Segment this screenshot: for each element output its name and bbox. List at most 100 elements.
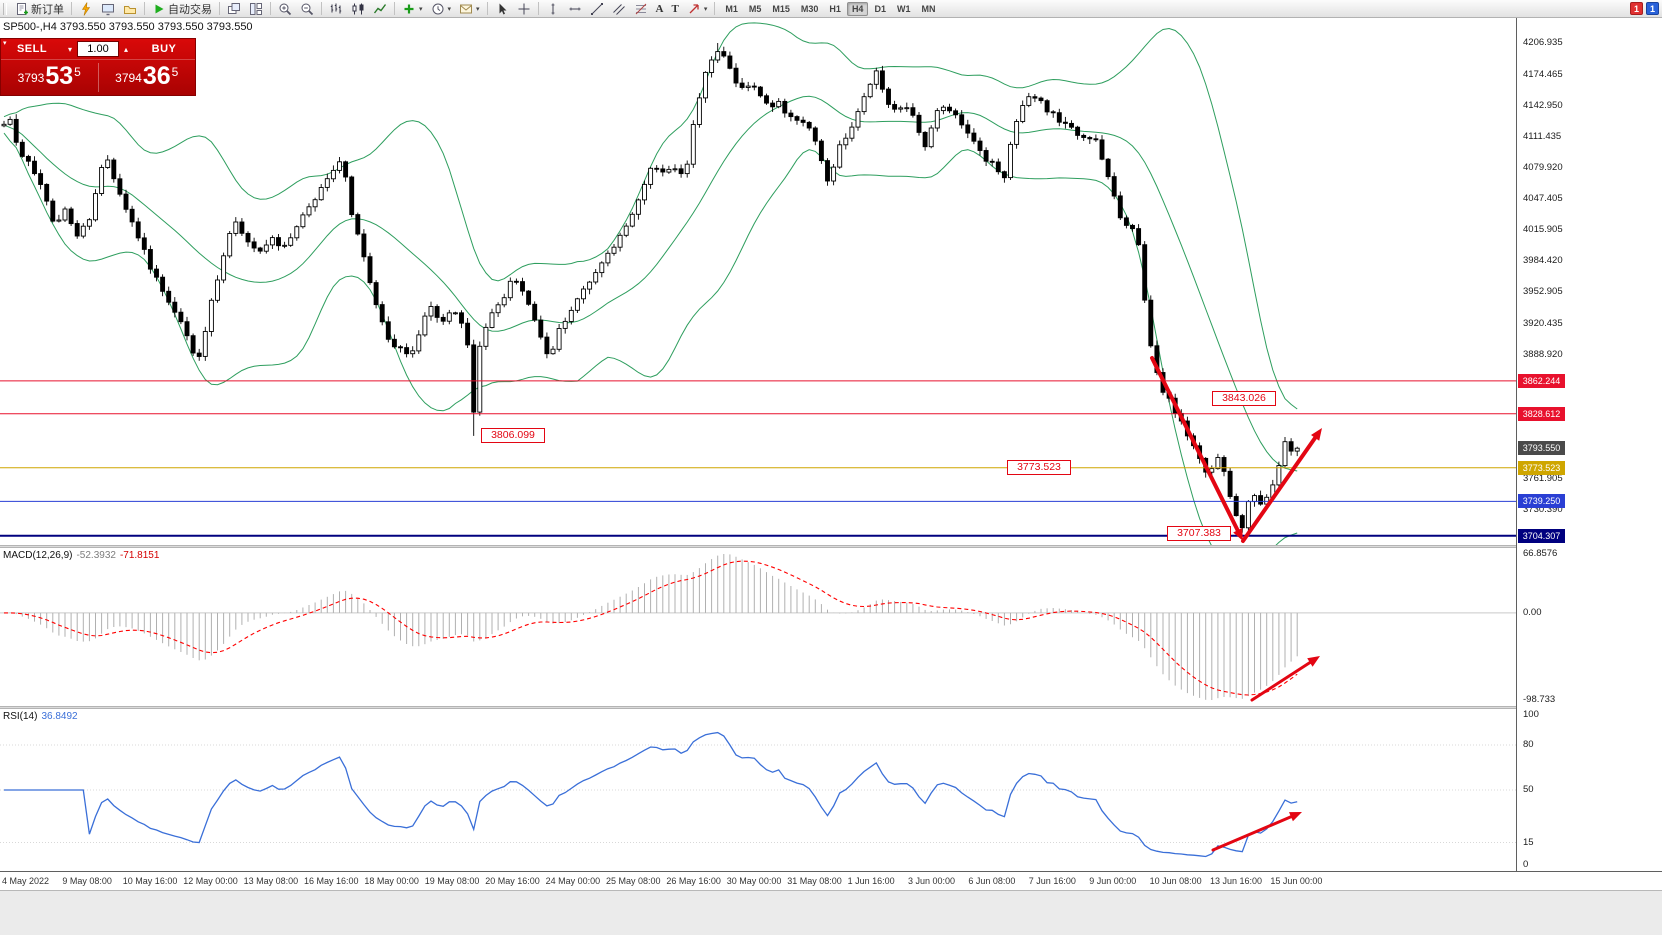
zoom-in-button[interactable] [274,1,296,17]
cascade-icon [228,2,240,14]
time-axis[interactable]: 4 May 2022 9 May 08:00 10 May 16:00 12 May … [0,871,1662,890]
price-level-badge: 3828.612 [1518,406,1565,421]
timeframe-M1[interactable]: M1 [725,3,738,14]
one-click-panel-toggle[interactable]: ▾ [3,40,7,47]
bar-chart-button[interactable] [325,1,347,17]
rsi-value: 36.8492 [41,711,78,722]
tile-windows-button[interactable] [245,1,267,17]
crosshair-tool-button[interactable] [513,1,535,17]
zoom-out-icon [301,3,314,15]
timeframe-M5[interactable]: M5 [748,3,762,14]
new-order-button[interactable]: 新订单 [11,1,68,17]
macd-axis-label: 66.8576 [1523,548,1558,559]
channel-icon [612,3,625,15]
time-label: 30 May 00:00 [726,876,782,886]
trade-panel-divider [97,63,99,92]
horizontal-line-tool-button[interactable] [564,1,586,17]
lightning-icon [81,1,91,16]
time-label: 20 May 16:00 [485,876,540,886]
time-label: 10 Jun 08:00 [1149,876,1202,886]
timeframe-M15[interactable]: M15 [772,3,790,14]
timeframe-W1[interactable]: W1 [896,3,911,14]
time-label: 1 Jun 16:00 [847,876,895,886]
time-label: 15 Jun 00:00 [1270,876,1323,886]
channel-tool-button[interactable] [608,1,630,17]
time-label: 18 May 00:00 [364,876,419,886]
vertical-line-icon [551,3,555,14]
volume-decrease-button[interactable]: ▾ [67,44,72,54]
timeframe-M30[interactable]: M30 [800,3,819,14]
rsi-axis-label: 80 [1523,739,1534,750]
price-annotation[interactable]: 3843.026 [1212,391,1276,406]
tile-icon [250,2,262,15]
price-annotation[interactable]: 3707.383 [1167,526,1231,541]
autotrading-button[interactable]: 自动交易 [148,1,216,17]
rsi-label: RSI(14) 36.8492 [3,711,78,722]
time-label: 3 Jun 00:00 [908,876,956,886]
timeframe-toolbar: M1 M5 M15 M30 H1 H4 D1 W1 MN [720,1,940,16]
timeframe-H1[interactable]: H1 [829,3,841,14]
templates-button[interactable]: ▾ [455,1,484,17]
text-tool-button[interactable]: A [652,1,668,17]
time-label: 4 May 2022 [2,876,50,886]
cursor-icon [499,3,507,14]
vertical-line-tool-button[interactable] [542,1,564,17]
periods-button[interactable]: ▾ [427,1,456,17]
arrows-tool-button[interactable]: ▾ [683,1,712,17]
chart-window[interactable]: 3806.099 3843.026 3773.523 3707.383 [0,18,1562,871]
price-level-badge: 3862.244 [1518,373,1565,388]
timeframe-D1[interactable]: D1 [874,3,886,14]
macd-axis-label: 0.00 [1523,606,1542,618]
rsi-panel-canvas[interactable] [0,709,1516,871]
macd-panel-canvas[interactable] [0,548,1516,706]
label-tool-button[interactable]: T [668,1,683,17]
macd-axis-label: -98.733 [1523,694,1556,705]
chevron-down-icon: ▾ [447,5,452,13]
price-level-badge: 3704.307 [1518,528,1565,543]
price-tick: 3984.420 [1523,255,1563,267]
price-scale[interactable]: 4206.935 4174.465 4142.950 4111.435 4079.920… [1516,18,1662,871]
profiles-button[interactable] [119,1,141,17]
rsi-axis-label: 15 [1523,836,1534,848]
buy-button[interactable]: BUY [151,43,177,55]
sell-button[interactable]: SELL [16,43,48,55]
volume-input[interactable]: 1.00 [77,41,119,57]
sell-price[interactable]: 3793 53 5 [1,60,98,95]
rsi-axis-label: 50 [1523,784,1534,795]
fibonacci-tool-button[interactable] [630,1,652,17]
panel-splitter-macd[interactable] [0,545,1562,548]
indicators-button[interactable]: ▾ [398,1,427,17]
trendline-tool-button[interactable] [586,1,608,17]
notification-badge-blue[interactable]: 1 [1646,2,1659,15]
volume-increase-button[interactable]: ▴ [123,44,128,54]
price-tick: 4111.435 [1523,130,1562,142]
zoom-out-button[interactable] [296,1,318,17]
toolbar-grip[interactable] [3,2,7,15]
one-click-trading-panel: ▾ SELL ▾ 1.00 ▴ BUY 3793 53 5 3794 36 5 [0,38,196,96]
notification-badge-red[interactable]: 1 [1630,2,1643,15]
cascade-windows-button[interactable] [223,1,245,17]
monitor-icon [102,3,114,15]
chart-window-button[interactable] [97,1,119,17]
timeframe-MN[interactable]: MN [921,3,936,14]
price-tick: 4206.935 [1523,37,1563,48]
trade-button[interactable] [75,1,97,17]
price-annotation[interactable]: 3806.099 [481,428,545,443]
sell-price-main: 3793 [17,71,45,85]
buy-price-main: 3794 [115,71,142,85]
price-annotation[interactable]: 3773.523 [1007,460,1071,475]
price-chart-canvas[interactable] [0,18,1516,545]
candlestick-chart-button[interactable] [347,1,369,17]
line-chart-button[interactable] [369,1,391,17]
mail-icon [460,4,473,13]
candlestick-icon [352,3,364,14]
price-tick: 4047.405 [1523,193,1563,205]
chevron-down-icon: ▾ [703,5,708,13]
buy-price[interactable]: 3794 36 5 [99,60,196,95]
time-label: 16 May 16:00 [304,876,359,886]
arrow-up-right-icon [689,3,699,13]
indicator-plus-icon [404,4,414,13]
panel-splitter-rsi[interactable] [0,706,1562,709]
timeframe-H4[interactable]: H4 [846,1,869,16]
cursor-tool-button[interactable] [491,1,513,17]
